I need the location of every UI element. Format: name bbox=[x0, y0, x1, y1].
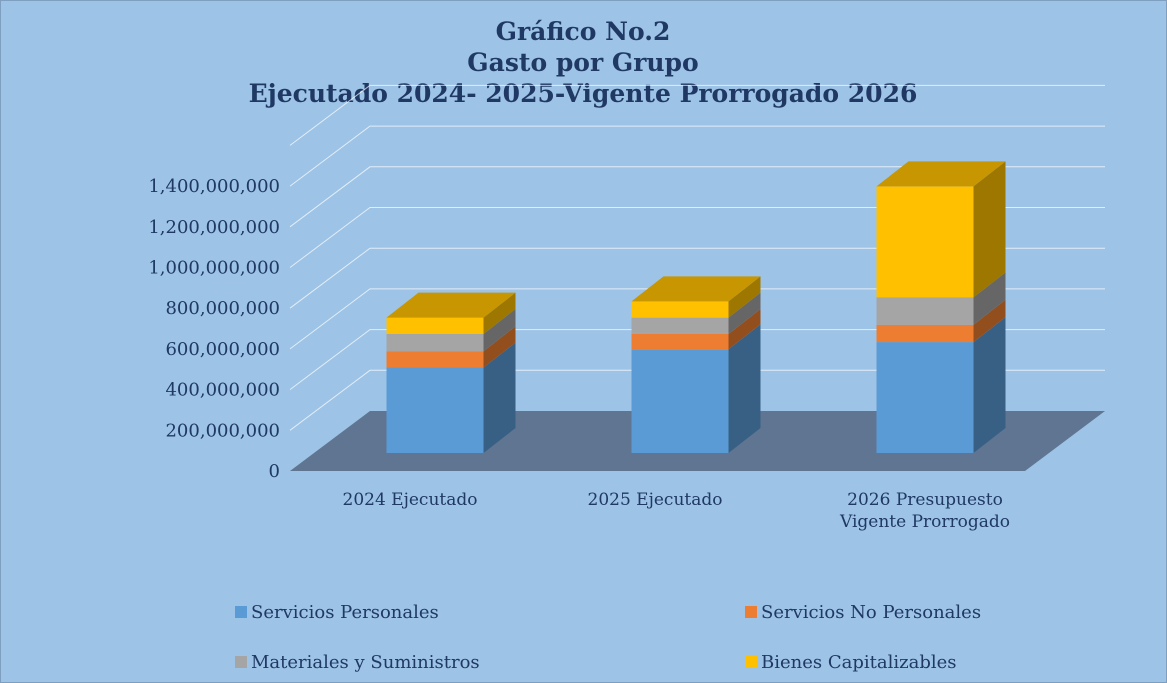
grid-line bbox=[289, 369, 1105, 431]
grid-line bbox=[289, 247, 1105, 309]
x-tick-label: 2025 Ejecutado bbox=[587, 490, 723, 510]
bar-top bbox=[631, 276, 761, 302]
grid-line bbox=[289, 207, 1105, 268]
grid-line bbox=[289, 166, 1105, 228]
bar-front bbox=[631, 317, 729, 334]
bar-top bbox=[386, 292, 516, 318]
bar-side bbox=[973, 317, 1006, 453]
legend-label: Servicios Personales bbox=[251, 602, 439, 623]
bar-front bbox=[876, 297, 974, 325]
grid-line bbox=[289, 125, 1105, 187]
y-tick-label: 600,000,000 bbox=[165, 339, 280, 360]
y-tick-label: 400,000,000 bbox=[165, 380, 280, 401]
chart-title: Gráfico No.2 bbox=[496, 17, 671, 46]
legend-swatch bbox=[235, 606, 247, 618]
bar-front bbox=[386, 367, 484, 453]
legend-swatch bbox=[235, 656, 247, 668]
grid-line bbox=[289, 84, 1105, 146]
grid-line bbox=[289, 288, 1105, 350]
bar-side bbox=[483, 292, 516, 334]
bar-front bbox=[876, 186, 974, 298]
legend-label: Bienes Capitalizables bbox=[761, 652, 957, 673]
bar-front bbox=[631, 333, 729, 350]
bar-front bbox=[386, 317, 484, 334]
bar-top bbox=[876, 161, 1006, 187]
legend-swatch bbox=[745, 606, 757, 618]
bar-front bbox=[631, 349, 729, 453]
y-tick-label: 1,400,000,000 bbox=[148, 176, 280, 197]
bar-side bbox=[728, 292, 761, 334]
bar-side bbox=[728, 276, 761, 318]
y-tick-label: 800,000,000 bbox=[165, 298, 280, 319]
bar-front bbox=[631, 301, 729, 318]
chart-title: Ejecutado 2024- 2025-Vigente Prorrogado … bbox=[249, 79, 918, 108]
bar-front bbox=[876, 342, 974, 453]
bar-side bbox=[483, 342, 516, 453]
bar-side bbox=[483, 308, 516, 352]
bar-front bbox=[386, 333, 484, 352]
y-tick-label: 1,200,000,000 bbox=[148, 217, 280, 238]
legend-label: Servicios No Personales bbox=[761, 602, 981, 623]
bar-side bbox=[483, 326, 516, 368]
y-tick-label: 0 bbox=[269, 461, 280, 482]
bar-side bbox=[728, 324, 761, 453]
legend-label: Materiales y Suministros bbox=[251, 652, 480, 673]
x-tick-label: 2024 Ejecutado bbox=[342, 490, 478, 510]
bar-side bbox=[728, 308, 761, 350]
y-tick-label: 200,000,000 bbox=[165, 420, 280, 441]
chart-title: Gasto por Grupo bbox=[467, 48, 698, 77]
grid-line bbox=[289, 329, 1105, 391]
x-tick-label: 2026 Presupuesto Vigente Prorrogado bbox=[839, 490, 1011, 532]
bar-front bbox=[876, 324, 974, 343]
bar-side bbox=[973, 299, 1006, 343]
bar-side bbox=[973, 161, 1006, 298]
bar-side bbox=[973, 272, 1006, 325]
y-tick-label: 1,000,000,000 bbox=[148, 258, 280, 279]
legend-swatch bbox=[745, 656, 757, 668]
bar-front bbox=[386, 351, 484, 368]
